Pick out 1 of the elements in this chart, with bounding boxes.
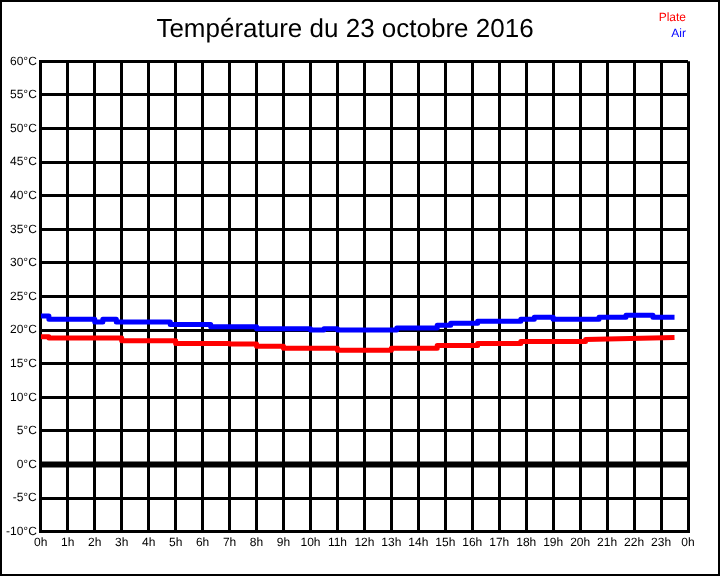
chart-title: Température du 23 octobre 2016 <box>156 12 534 43</box>
